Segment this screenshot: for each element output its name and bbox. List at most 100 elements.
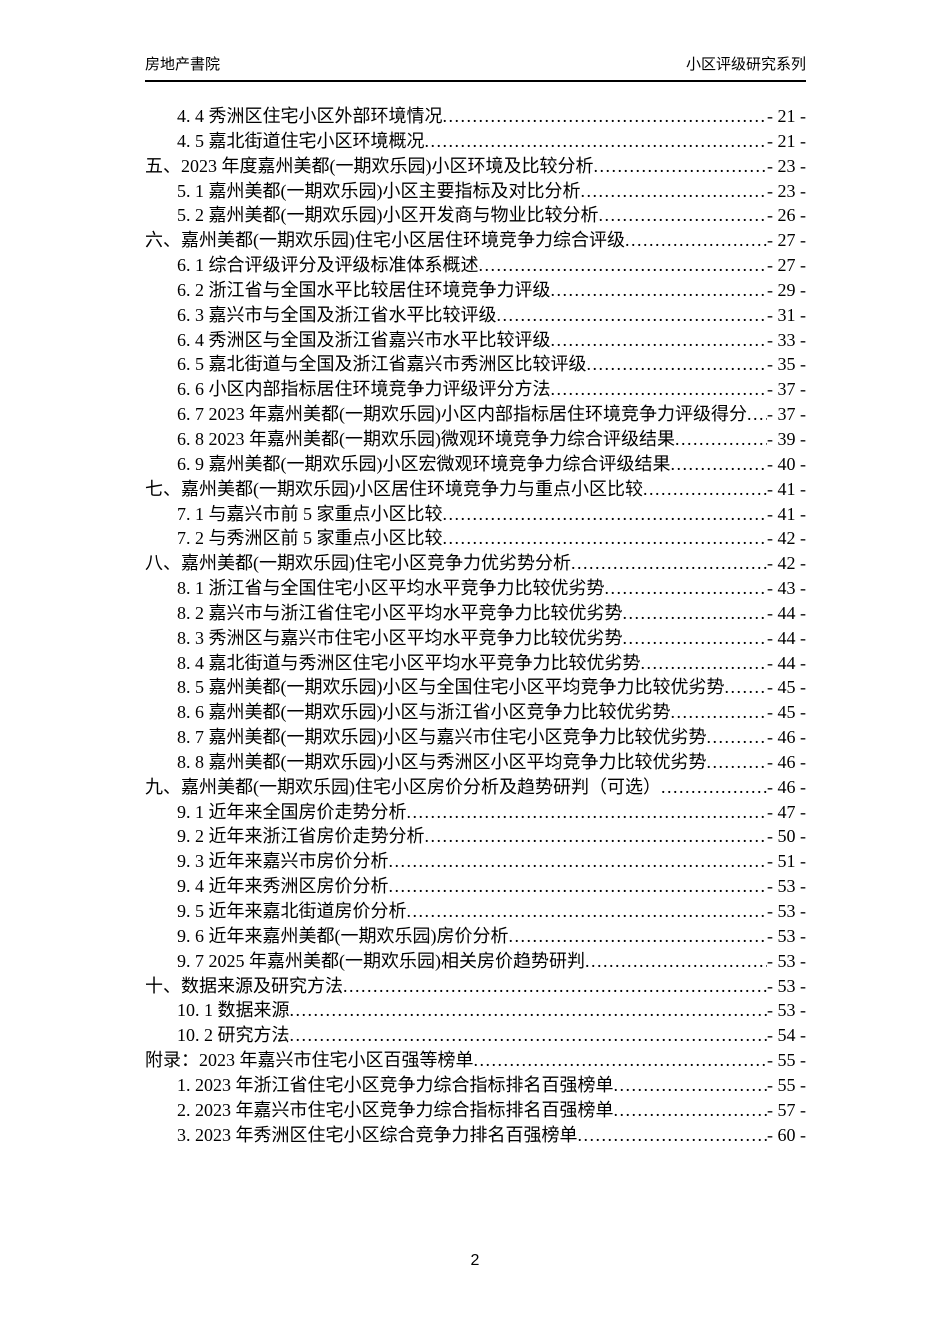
toc-entry[interactable]: 十、数据来源及研究方法 - 53 - — [145, 974, 806, 999]
toc-leader-dots — [551, 328, 768, 353]
toc-entry-page: - 39 - — [767, 428, 806, 449]
toc-entry[interactable]: 6. 9 嘉州美都(一期欢乐园)小区宏微观环境竞争力综合评级结果 - 40 - — [145, 452, 806, 477]
toc-entry[interactable]: 附录：2023 年嘉兴市住宅小区百强等榜单 - 55 - — [145, 1048, 806, 1073]
toc-entry[interactable]: 1. 2023 年浙江省住宅小区竞争力综合指标排名百强榜单 - 55 - — [145, 1073, 806, 1098]
toc-leader-dots — [290, 998, 768, 1023]
toc-entry[interactable]: 9. 2 近年来浙江省房价走势分析 - 50 - — [145, 824, 806, 849]
page-number: 2 — [470, 1252, 480, 1269]
toc-entry-title: 5. 2 嘉州美都(一期欢乐园)小区开发商与物业比较分析 — [177, 205, 599, 226]
toc-entry-page: - 45 - — [767, 702, 806, 723]
toc-entry[interactable]: 9. 1 近年来全国房价走势分析 - 47 - — [145, 800, 806, 825]
toc-entry[interactable]: 九、嘉州美都(一期欢乐园)住宅小区房价分析及趋势研判（可选） - 46 - — [145, 775, 806, 800]
toc-entry[interactable]: 3. 2023 年秀洲区住宅小区综合竞争力排名百强榜单 - 60 - — [145, 1123, 806, 1148]
toc-entry[interactable]: 10. 1 数据来源 - 53 - — [145, 998, 806, 1023]
toc-entry-page: - 44 - — [767, 602, 806, 623]
toc-entry[interactable]: 9. 6 近年来嘉州美都(一期欢乐园)房价分析 - 53 - — [145, 924, 806, 949]
toc-entry[interactable]: 7. 2 与秀洲区前 5 家重点小区比较 - 42 - — [145, 526, 806, 551]
toc-entry[interactable]: 4. 5 嘉北街道住宅小区环境概况 - 21 - — [145, 129, 806, 154]
toc-entry[interactable]: 6. 7 2023 年嘉州美都(一期欢乐园)小区内部指标居住环境竞争力评级得分 … — [145, 402, 806, 427]
toc-leader-dots — [443, 502, 768, 527]
toc-entry[interactable]: 8. 6 嘉州美都(一期欢乐园)小区与浙江省小区竞争力比较优劣势 - 45 - — [145, 700, 806, 725]
toc-entry[interactable]: 8. 1 浙江省与全国住宅小区平均水平竞争力比较优劣势 - 43 - — [145, 576, 806, 601]
toc-leader-dots — [671, 452, 768, 477]
toc-list: 4. 4 秀洲区住宅小区外部环境情况 - 21 - 4. 5 嘉北街道住宅小区环… — [145, 104, 806, 1147]
toc-leader-dots — [497, 303, 768, 328]
toc-entry[interactable]: 4. 4 秀洲区住宅小区外部环境情况 - 21 - — [145, 104, 806, 129]
toc-entry-page: - 57 - — [767, 1099, 806, 1120]
toc-entry[interactable]: 5. 1 嘉州美都(一期欢乐园)小区主要指标及对比分析 - 23 - — [145, 179, 806, 204]
toc-entry-title: 9. 2 近年来浙江省房价走势分析 — [177, 826, 425, 847]
toc-entry-page: - 43 - — [767, 578, 806, 599]
toc-leader-dots — [605, 576, 768, 601]
toc-entry-title: 八、嘉州美都(一期欢乐园)住宅小区竞争力优劣势分析 — [145, 553, 571, 574]
toc-leader-dots — [625, 228, 767, 253]
toc-entry[interactable]: 8. 3 秀洲区与嘉兴市住宅小区平均水平竞争力比较优劣势 - 44 - — [145, 626, 806, 651]
toc-leader-dots — [585, 949, 767, 974]
toc-entry[interactable]: 6. 5 嘉北街道与全国及浙江省嘉兴市秀洲区比较评级 - 35 - — [145, 352, 806, 377]
toc-entry-page: - 27 - — [767, 255, 806, 276]
toc-entry[interactable]: 9. 3 近年来嘉兴市房价分析 - 51 - — [145, 849, 806, 874]
toc-entry-title: 6. 7 2023 年嘉州美都(一期欢乐园)小区内部指标居住环境竞争力评级得分 — [177, 404, 747, 425]
page-header: 房地产書院 小区评级研究系列 — [145, 57, 806, 82]
toc-entry[interactable]: 8. 4 嘉北街道与秀洲区住宅小区平均水平竞争力比较优劣势 - 44 - — [145, 651, 806, 676]
toc-entry-title: 6. 9 嘉州美都(一期欢乐园)小区宏微观环境竞争力综合评级结果 — [177, 453, 671, 474]
toc-leader-dots — [425, 129, 768, 154]
toc-leader-dots — [623, 601, 768, 626]
toc-entry[interactable]: 7. 1 与嘉兴市前 5 家重点小区比较 - 41 - — [145, 502, 806, 527]
toc-entry[interactable]: 5. 2 嘉州美都(一期欢乐园)小区开发商与物业比较分析 - 26 - — [145, 203, 806, 228]
toc-entry[interactable]: 七、嘉州美都(一期欢乐园)小区居住环境竞争力与重点小区比较 - 41 - — [145, 477, 806, 502]
toc-leader-dots — [571, 551, 767, 576]
toc-leader-dots — [407, 800, 768, 825]
toc-entry-title: 3. 2023 年秀洲区住宅小区综合竞争力排名百强榜单 — [177, 1124, 578, 1145]
toc-entry[interactable]: 2. 2023 年嘉兴市住宅小区竞争力综合指标排名百强榜单 - 57 - — [145, 1098, 806, 1123]
toc-entry-page: - 60 - — [767, 1124, 806, 1145]
toc-entry[interactable]: 8. 8 嘉州美都(一期欢乐园)小区与秀洲区小区平均竞争力比较优劣势 - 46 … — [145, 750, 806, 775]
toc-leader-dots — [707, 750, 768, 775]
toc-entry[interactable]: 6. 4 秀洲区与全国及浙江省嘉兴市水平比较评级 - 33 - — [145, 328, 806, 353]
toc-entry[interactable]: 八、嘉州美都(一期欢乐园)住宅小区竞争力优劣势分析 - 42 - — [145, 551, 806, 576]
toc-entry[interactable]: 9. 5 近年来嘉北街道房价分析 - 53 - — [145, 899, 806, 924]
toc-entry-page: - 35 - — [767, 354, 806, 375]
toc-entry-page: - 46 - — [767, 751, 806, 772]
toc-entry-title: 1. 2023 年浙江省住宅小区竞争力综合指标排名百强榜单 — [177, 1074, 614, 1095]
toc-entry-title: 附录：2023 年嘉兴市住宅小区百强等榜单 — [145, 1050, 474, 1071]
toc-entry-title: 五、2023 年度嘉州美都(一期欢乐园)小区环境及比较分析 — [145, 155, 594, 176]
toc-entry-title: 9. 3 近年来嘉兴市房价分析 — [177, 851, 389, 872]
toc-leader-dots — [614, 1073, 768, 1098]
toc-entry[interactable]: 9. 7 2025 年嘉州美都(一期欢乐园)相关房价趋势研判 - 53 - — [145, 949, 806, 974]
toc-entry-page: - 55 - — [767, 1050, 806, 1071]
toc-entry[interactable]: 五、2023 年度嘉州美都(一期欢乐园)小区环境及比较分析 - 23 - — [145, 154, 806, 179]
toc-leader-dots — [725, 675, 768, 700]
toc-entry-page: - 53 - — [767, 901, 806, 921]
toc-entry[interactable]: 6. 6 小区内部指标居住环境竞争力评级评分方法 - 37 - — [145, 377, 806, 402]
toc-entry-page: - 53 - — [767, 1000, 806, 1021]
toc-entry-page: - 47 - — [767, 801, 806, 822]
toc-entry[interactable]: 6. 1 综合评级评分及评级标准体系概述 - 27 - — [145, 253, 806, 278]
toc-leader-dots — [594, 154, 768, 179]
toc-leader-dots — [623, 626, 768, 651]
toc-leader-dots — [509, 924, 768, 949]
toc-entry[interactable]: 8. 5 嘉州美都(一期欢乐园)小区与全国住宅小区平均竞争力比较优劣势 - 45… — [145, 675, 806, 700]
toc-entry-page: - 55 - — [767, 1074, 806, 1095]
toc-leader-dots — [671, 700, 768, 725]
toc-entry[interactable]: 9. 4 近年来秀洲区房价分析 - 53 - — [145, 874, 806, 899]
toc-entry[interactable]: 6. 3 嘉兴市与全国及浙江省水平比较评级 - 31 - — [145, 303, 806, 328]
toc-entry-title: 6. 6 小区内部指标居住环境竞争力评级评分方法 — [177, 379, 551, 400]
toc-entry[interactable]: 8. 7 嘉州美都(一期欢乐园)小区与嘉兴市住宅小区竞争力比较优劣势 - 46 … — [145, 725, 806, 750]
toc-entry[interactable]: 6. 2 浙江省与全国水平比较居住环境竞争力评级 - 29 - — [145, 278, 806, 303]
toc-entry-title: 9. 5 近年来嘉北街道房价分析 — [177, 901, 407, 921]
toc-entry-page: - 41 - — [767, 478, 806, 499]
toc-entry-title: 6. 3 嘉兴市与全国及浙江省水平比较评级 — [177, 304, 497, 325]
toc-entry[interactable]: 六、嘉州美都(一期欢乐园)住宅小区居住环境竞争力综合评级 - 27 - — [145, 228, 806, 253]
toc-leader-dots — [389, 849, 768, 874]
toc-entry-title: 6. 5 嘉北街道与全国及浙江省嘉兴市秀洲区比较评级 — [177, 354, 587, 375]
toc-entry-page: - 33 - — [767, 329, 806, 350]
toc-entry[interactable]: 6. 8 2023 年嘉州美都(一期欢乐园)微观环境竞争力综合评级结果 - 39… — [145, 427, 806, 452]
toc-entry[interactable]: 10. 2 研究方法 - 54 - — [145, 1023, 806, 1048]
toc-entry-page: - 23 - — [767, 180, 806, 201]
toc-entry[interactable]: 8. 2 嘉兴市与浙江省住宅小区平均水平竞争力比较优劣势 - 44 - — [145, 601, 806, 626]
toc-entry-page: - 51 - — [767, 851, 806, 872]
toc-entry-title: 六、嘉州美都(一期欢乐园)住宅小区居住环境竞争力综合评级 — [145, 230, 625, 251]
toc-entry-page: - 27 - — [767, 230, 806, 251]
